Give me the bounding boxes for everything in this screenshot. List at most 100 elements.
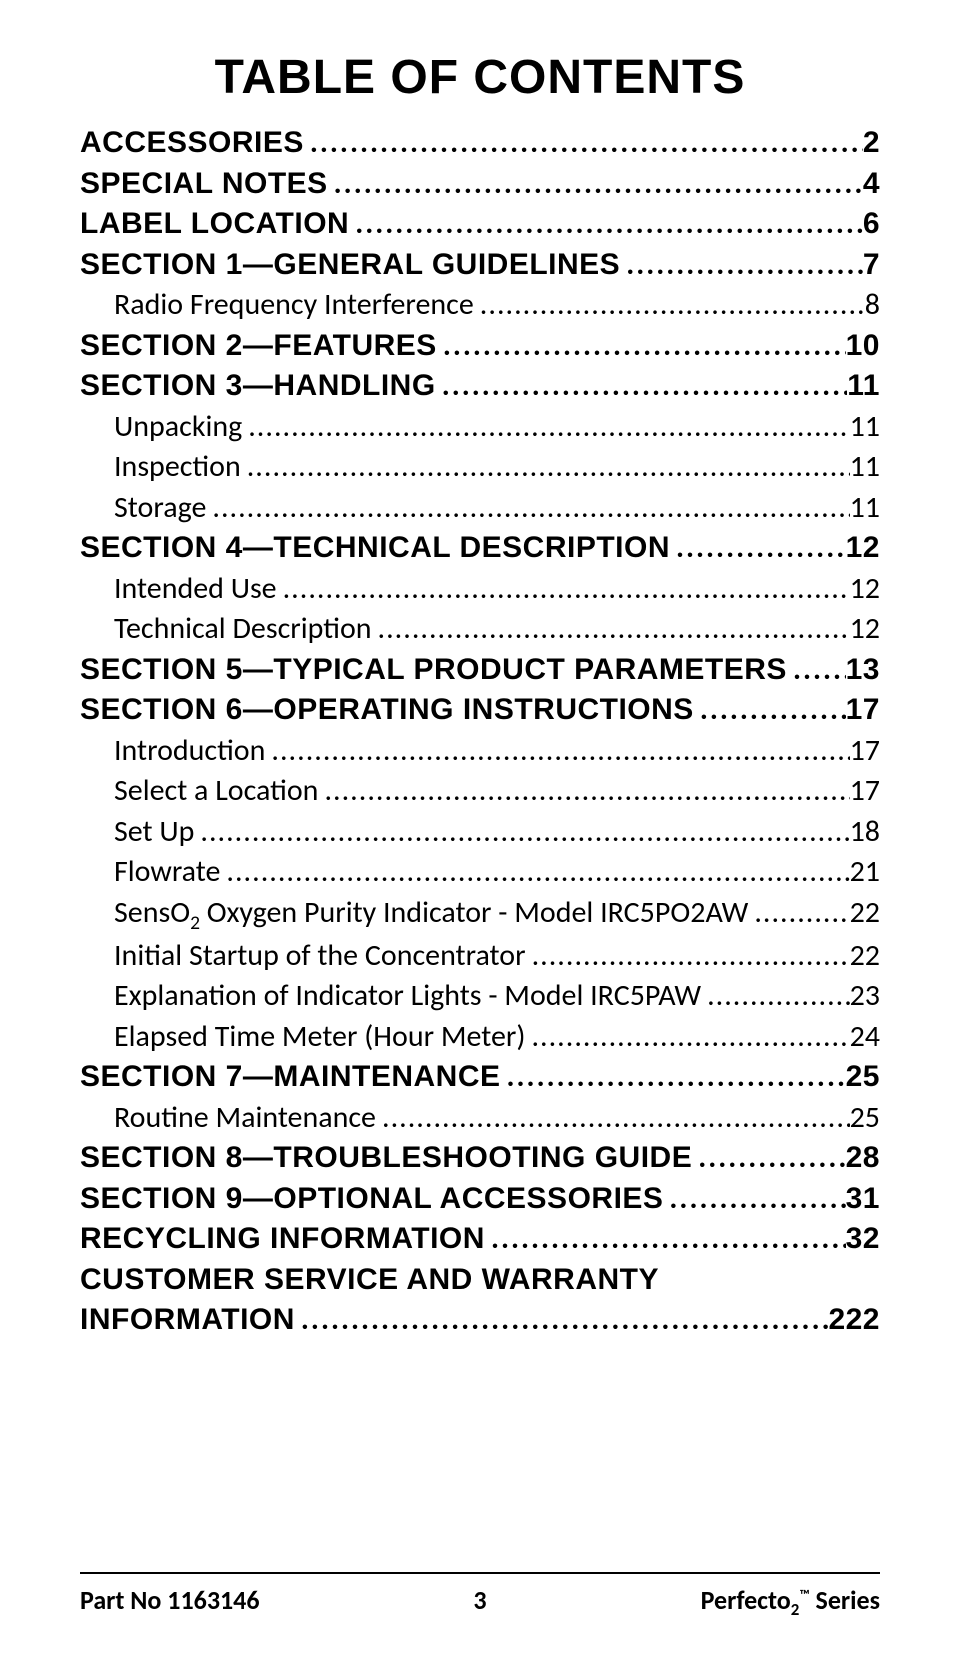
toc-page: 7 — [863, 245, 880, 286]
toc-label: Routine Maintenance — [114, 1098, 376, 1139]
toc-page: 222 — [828, 1300, 880, 1341]
toc-label: LABEL LOCATION — [80, 204, 349, 245]
toc-leader: ........................................… — [787, 650, 846, 691]
toc-page: 17 — [846, 690, 880, 731]
toc-leader: ........................................… — [376, 1098, 850, 1139]
table-of-contents: ACCESSORIES.............................… — [80, 123, 880, 1572]
toc-label: SECTION 2—FEATURES — [80, 326, 437, 367]
toc-row: SPECIAL NOTES...........................… — [80, 164, 880, 205]
toc-page: 2 — [863, 123, 880, 164]
toc-leader: ........................................… — [349, 204, 863, 245]
toc-page: 22 — [850, 893, 880, 934]
toc-row: SECTION 1—GENERAL GUIDELINES............… — [80, 245, 880, 286]
toc-label: Set Up — [114, 812, 194, 853]
toc-page: 4 — [863, 164, 880, 205]
page-title: TABLE OF CONTENTS — [80, 50, 880, 105]
toc-page: 12 — [850, 609, 880, 650]
page-footer: Part No 1163146 3 Perfecto2™ Series — [80, 1572, 880, 1620]
toc-page: 25 — [846, 1057, 880, 1098]
toc-page: 24 — [850, 1017, 880, 1058]
toc-row: Radio Frequency Interference............… — [80, 285, 880, 326]
footer-page-number: 3 — [347, 1584, 614, 1620]
toc-page: 6 — [863, 204, 880, 245]
toc-leader: ........................................… — [277, 569, 850, 610]
toc-row: SECTION 4—TECHNICAL DESCRIPTION.........… — [80, 528, 880, 569]
toc-leader: ........................................… — [194, 812, 849, 853]
toc-label: Unpacking — [114, 407, 242, 448]
toc-leader: ........................................… — [701, 976, 850, 1017]
toc-page: 25 — [850, 1098, 880, 1139]
toc-page: 10 — [846, 326, 880, 367]
toc-label: CUSTOMER SERVICE AND WARRANTY — [80, 1260, 659, 1301]
toc-leader: ........................................… — [304, 123, 863, 164]
toc-label: SECTION 1—GENERAL GUIDELINES — [80, 245, 620, 286]
toc-row: Explanation of Indicator Lights - Model … — [80, 976, 880, 1017]
toc-row: RECYCLING INFORMATION...................… — [80, 1219, 880, 1260]
toc-page: 18 — [850, 812, 880, 853]
toc-row: Inspection..............................… — [80, 447, 880, 488]
toc-row: Unpacking...............................… — [80, 407, 880, 448]
toc-row: LABEL LOCATION..........................… — [80, 204, 880, 245]
toc-page: 13 — [846, 650, 880, 691]
toc-label: INFORMATION — [80, 1300, 295, 1341]
toc-leader: ........................................… — [620, 245, 863, 286]
toc-leader: ........................................… — [694, 690, 846, 731]
toc-leader: ........................................… — [265, 731, 849, 772]
toc-label: Technical Description — [114, 609, 372, 650]
toc-label: Inspection — [114, 447, 241, 488]
toc-row: Introduction............................… — [80, 731, 880, 772]
toc-row: SECTION 5—TYPICAL PRODUCT PARAMETERS....… — [80, 650, 880, 691]
page: TABLE OF CONTENTS ACCESSORIES...........… — [0, 0, 960, 1660]
toc-row: Routine Maintenance.....................… — [80, 1098, 880, 1139]
toc-label: Intended Use — [114, 569, 277, 610]
toc-page: 17 — [850, 771, 880, 812]
toc-row: SECTION 9—OPTIONAL ACCESSORIES..........… — [80, 1179, 880, 1220]
toc-page: 22 — [850, 936, 880, 977]
toc-page: 8 — [865, 285, 880, 326]
footer-series: Perfecto2™ Series — [613, 1584, 880, 1620]
toc-leader: ........................................… — [295, 1300, 829, 1341]
toc-row: Elapsed Time Meter (Hour Meter).........… — [80, 1017, 880, 1058]
toc-page: 23 — [850, 976, 880, 1017]
toc-leader: ........................................… — [318, 771, 849, 812]
toc-label: RECYCLING INFORMATION — [80, 1219, 485, 1260]
toc-page: 11 — [850, 488, 880, 529]
toc-row: SECTION 8—TROUBLESHOOTING GUIDE.........… — [80, 1138, 880, 1179]
toc-row: Initial Startup of the Concentrator.....… — [80, 936, 880, 977]
toc-row: CUSTOMER SERVICE AND WARRANTYINFORMATION… — [80, 1260, 880, 1341]
toc-page: 12 — [850, 569, 880, 610]
toc-leader: ........................................… — [241, 447, 850, 488]
toc-page: 17 — [850, 731, 880, 772]
toc-page: 11 — [850, 447, 880, 488]
toc-leader: ........................................… — [692, 1138, 845, 1179]
toc-label: Introduction — [114, 731, 265, 772]
toc-label: Initial Startup of the Concentrator — [114, 936, 526, 977]
toc-leader: ........................................… — [474, 285, 865, 326]
toc-leader: ........................................… — [501, 1057, 846, 1098]
toc-row: ACCESSORIES.............................… — [80, 123, 880, 164]
toc-leader: ........................................… — [206, 488, 849, 529]
toc-row: SECTION 6—OPERATING INSTRUCTIONS........… — [80, 690, 880, 731]
toc-row: SECTION 2—FEATURES......................… — [80, 326, 880, 367]
toc-label: Storage — [114, 488, 206, 529]
toc-row: SensO2 Oxygen Purity Indicator - Model I… — [80, 893, 880, 936]
toc-row: Intended Use............................… — [80, 569, 880, 610]
toc-label: Radio Frequency Interference — [114, 285, 474, 326]
toc-leader: ........................................… — [526, 936, 850, 977]
toc-label: SECTION 3—HANDLING — [80, 366, 436, 407]
toc-leader: ........................................… — [437, 326, 846, 367]
toc-row: Storage.................................… — [80, 488, 880, 529]
toc-leader: ........................................… — [436, 366, 848, 407]
toc-row: Flowrate................................… — [80, 852, 880, 893]
toc-label: SECTION 7—MAINTENANCE — [80, 1057, 501, 1098]
toc-label: SPECIAL NOTES — [80, 164, 328, 205]
toc-page: 11 — [850, 407, 880, 448]
toc-label: SECTION 9—OPTIONAL ACCESSORIES — [80, 1179, 663, 1220]
toc-label: SECTION 6—OPERATING INSTRUCTIONS — [80, 690, 694, 731]
toc-page: 12 — [846, 528, 880, 569]
toc-label: Elapsed Time Meter (Hour Meter) — [114, 1017, 525, 1058]
toc-leader: ........................................… — [242, 407, 849, 448]
toc-page: 21 — [850, 852, 880, 893]
toc-row: SECTION 3—HANDLING......................… — [80, 366, 880, 407]
toc-label: Flowrate — [114, 852, 220, 893]
